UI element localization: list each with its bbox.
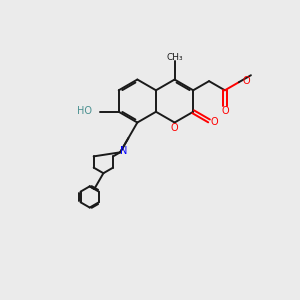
Text: HO: HO xyxy=(77,106,92,116)
Text: N: N xyxy=(120,146,127,156)
Text: CH₃: CH₃ xyxy=(166,53,183,62)
Text: O: O xyxy=(242,76,250,86)
Text: O: O xyxy=(222,106,229,116)
Text: O: O xyxy=(211,117,218,128)
Text: O: O xyxy=(170,123,178,133)
